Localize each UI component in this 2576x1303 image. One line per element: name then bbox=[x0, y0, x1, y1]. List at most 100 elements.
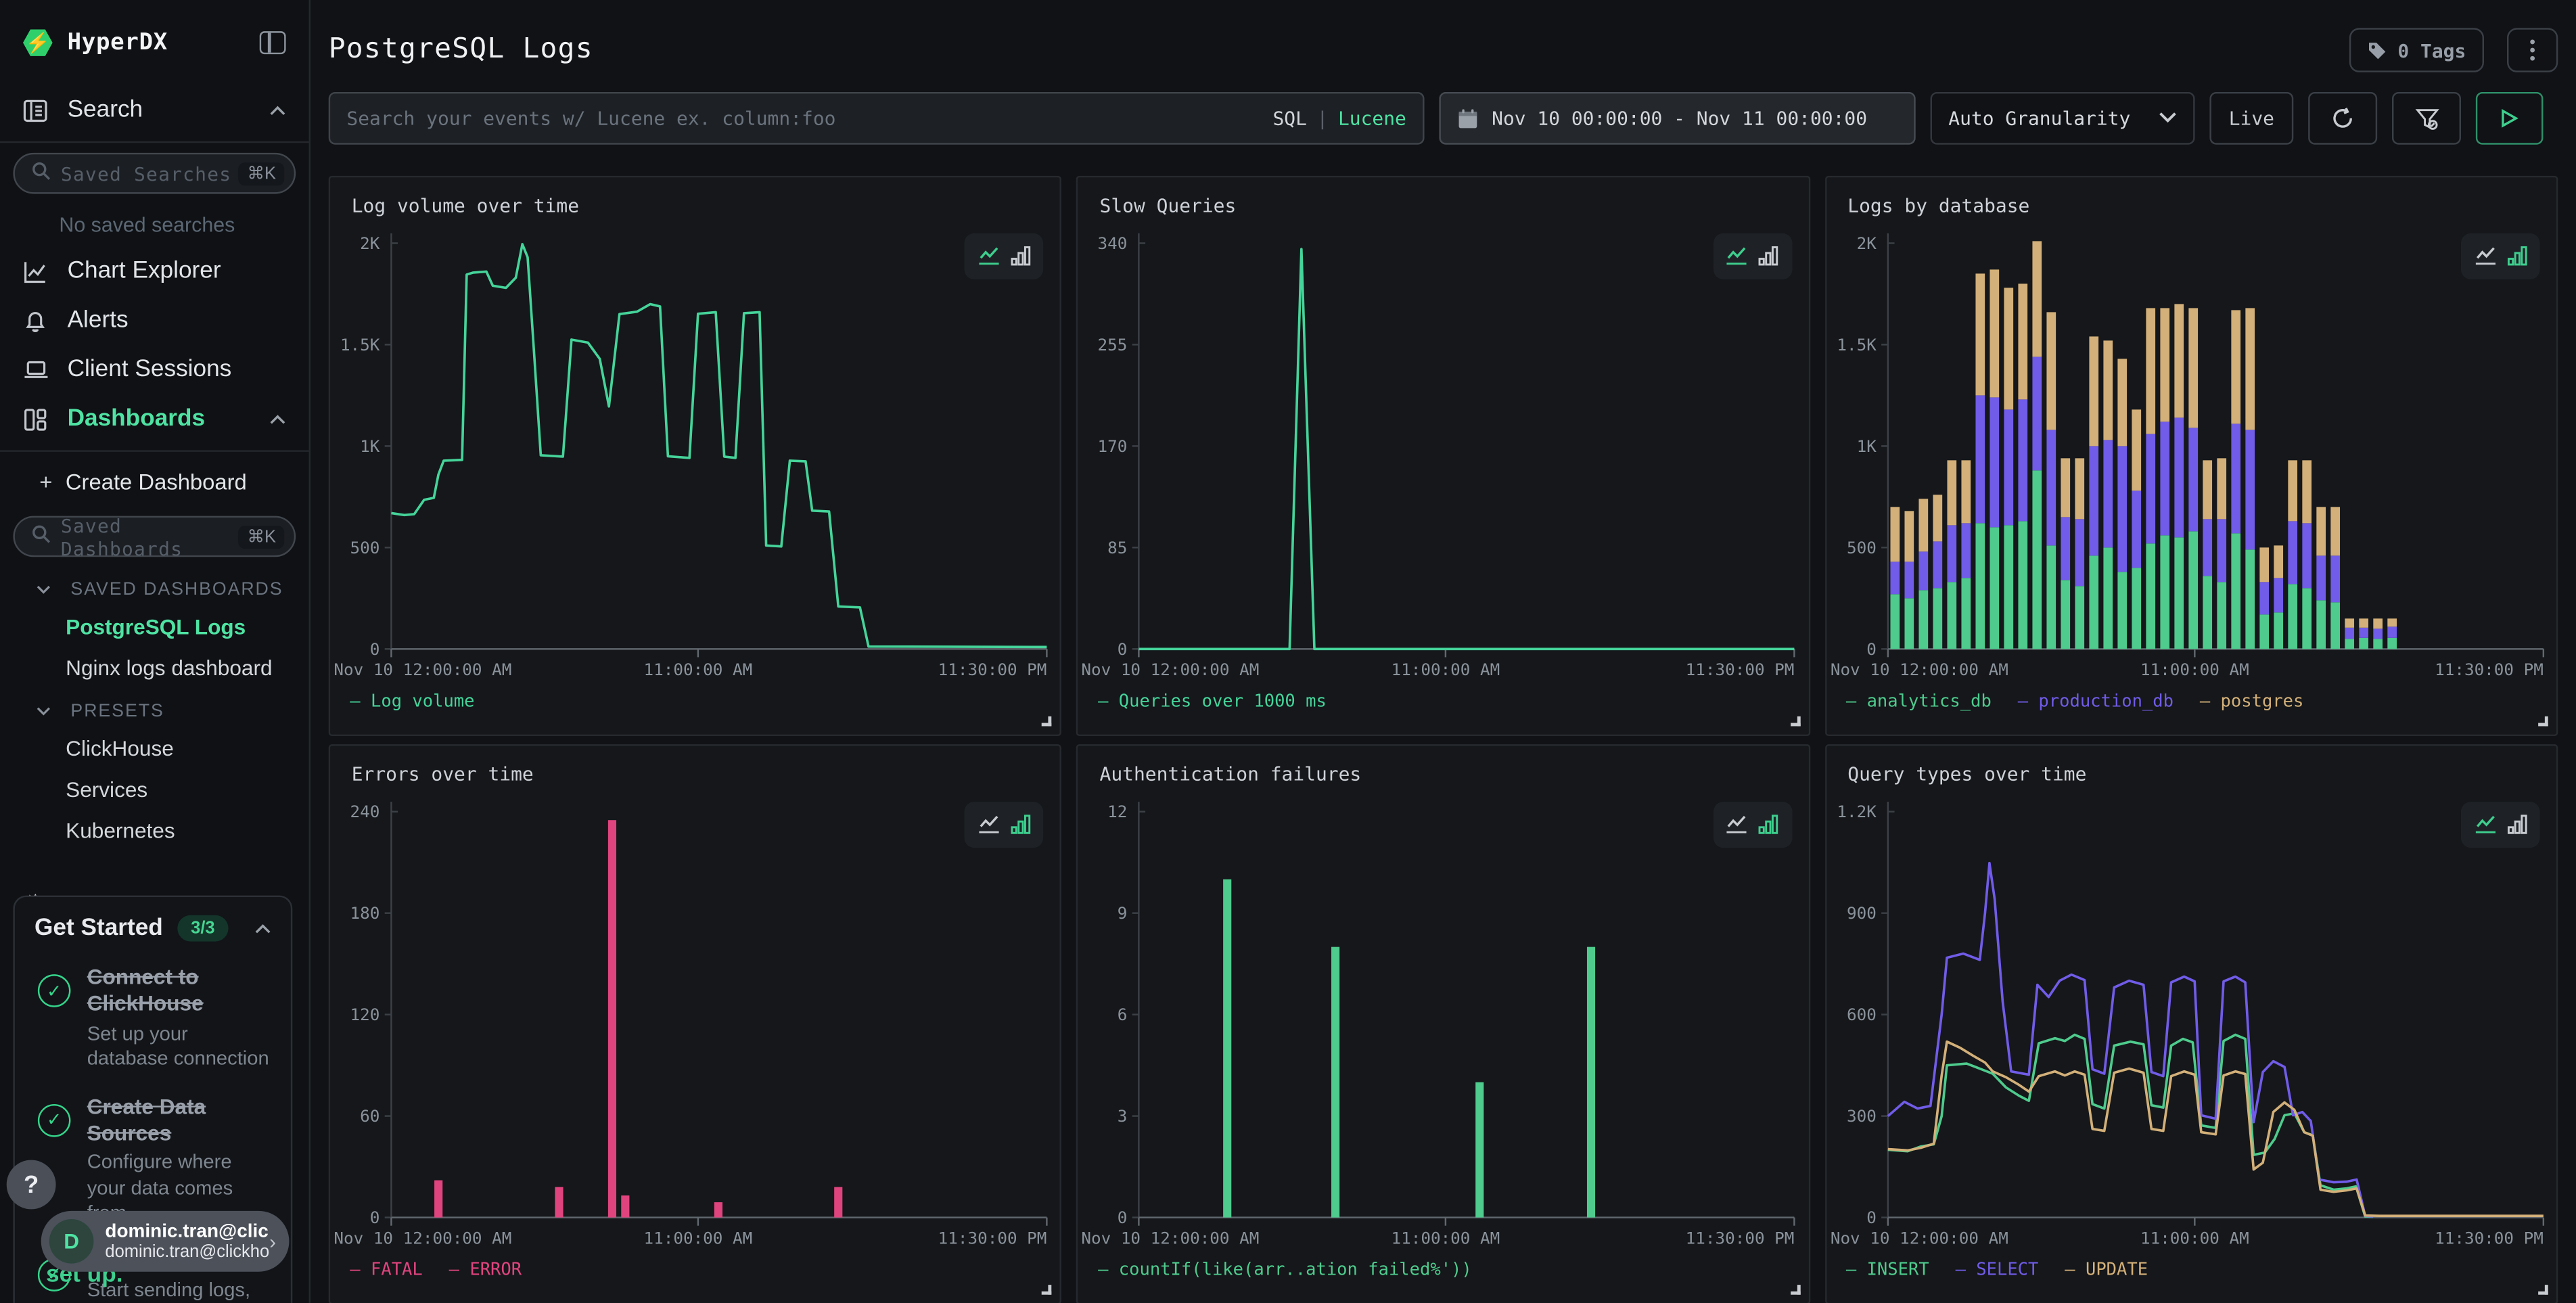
line-chart-icon[interactable] bbox=[978, 241, 1001, 272]
legend-item: — SELECT bbox=[1956, 1260, 2039, 1280]
panel-errors: Errors over time 240180120600Nov 10 12:0… bbox=[329, 744, 1062, 1303]
legend-item: — INSERT bbox=[1846, 1260, 1929, 1280]
plus-icon: + bbox=[39, 470, 52, 495]
tags-button[interactable]: 0 Tags bbox=[2350, 28, 2484, 72]
svg-text:0: 0 bbox=[1118, 639, 1128, 659]
chart-type-toggle[interactable] bbox=[2461, 802, 2540, 848]
live-button[interactable]: Live bbox=[2209, 92, 2293, 145]
panel-logs-by-database: Logs by database 2K1.5K1K5000Nov 10 12:0… bbox=[1824, 176, 2558, 736]
svg-text:255: 255 bbox=[1098, 335, 1128, 355]
chart-log-volume: 2K1.5K1K5000Nov 10 12:00:00 AM11:00:00 A… bbox=[330, 177, 1060, 734]
dashboard-grid: Log volume over time 2K1.5K1K5000Nov 10 … bbox=[329, 176, 2558, 1303]
preset-link-clickhouse[interactable]: ClickHouse bbox=[0, 728, 309, 769]
svg-text:300: 300 bbox=[1846, 1106, 1876, 1126]
bar-chart-icon[interactable] bbox=[1758, 241, 1780, 272]
line-chart-icon[interactable] bbox=[978, 809, 1001, 840]
no-saved-searches-text: No saved searches bbox=[0, 204, 309, 246]
sidebar-item-chart-explorer[interactable]: Chart Explorer bbox=[0, 246, 309, 296]
bar-chart-icon[interactable] bbox=[1010, 809, 1032, 840]
panel-title: Query types over time bbox=[1847, 762, 2086, 785]
resize-handle[interactable] bbox=[1790, 716, 1800, 727]
saved-dashboards-input[interactable]: Saved Dashboards ⌘K bbox=[13, 516, 296, 557]
saved-searches-input[interactable]: Saved Searches ⌘K bbox=[13, 153, 296, 194]
presets-section-header[interactable]: PRESETS bbox=[0, 689, 309, 728]
tag-icon bbox=[2368, 40, 2388, 60]
sidebar-item-client-sessions[interactable]: Client Sessions bbox=[0, 345, 309, 394]
filter-icon bbox=[2414, 106, 2439, 131]
svg-text:11:30:00 PM: 11:30:00 PM bbox=[2434, 660, 2543, 679]
svg-text:1K: 1K bbox=[360, 436, 380, 456]
panel-title: Slow Queries bbox=[1100, 194, 1237, 217]
check-circle-icon: ✓ bbox=[38, 974, 71, 1007]
chart-slow-queries: 340255170850Nov 10 12:00:00 AM11:00:00 A… bbox=[1078, 177, 1808, 734]
query-language-toggle[interactable]: SQL | Lucene bbox=[1272, 107, 1406, 130]
preset-link-kubernetes[interactable]: Kubernetes bbox=[0, 810, 309, 851]
sql-toggle[interactable]: SQL bbox=[1272, 107, 1306, 130]
resize-handle[interactable] bbox=[1790, 1285, 1800, 1295]
refresh-icon bbox=[2331, 107, 2354, 130]
event-search-input[interactable]: Search your events w/ Lucene ex. column:… bbox=[329, 92, 1425, 145]
chart-type-toggle[interactable] bbox=[1713, 233, 1792, 279]
bar-chart-icon[interactable] bbox=[2506, 809, 2528, 840]
svg-text:6: 6 bbox=[1118, 1005, 1128, 1024]
saved-dashboards-section-header[interactable]: SAVED DASHBOARDS bbox=[0, 567, 309, 606]
sidebar-item-dashboards[interactable]: Dashboards bbox=[0, 394, 309, 444]
chevron-up-icon[interactable] bbox=[269, 97, 285, 123]
line-chart-icon[interactable] bbox=[1725, 241, 1748, 272]
svg-text:1K: 1K bbox=[1856, 436, 1877, 456]
svg-text:11:00:00 AM: 11:00:00 AM bbox=[1392, 1228, 1500, 1248]
preset-link-services[interactable]: Services bbox=[0, 769, 309, 810]
sidebar-item-search[interactable]: Search bbox=[0, 85, 309, 135]
svg-text:1.2K: 1.2K bbox=[1837, 802, 1877, 821]
step-title: Connect to ClickHouse bbox=[87, 965, 271, 1018]
svg-text:2K: 2K bbox=[360, 233, 380, 253]
sidebar-item-alerts[interactable]: Alerts bbox=[0, 296, 309, 345]
saved-searches-placeholder: Saved Searches bbox=[61, 162, 231, 185]
hyperdx-logo-icon: ⚡ bbox=[23, 28, 53, 58]
line-chart-icon[interactable] bbox=[1725, 809, 1748, 840]
chevron-up-icon[interactable] bbox=[269, 406, 285, 432]
dashboard-link-nginx-logs[interactable]: Nginx logs dashboard bbox=[0, 647, 309, 689]
refresh-button[interactable] bbox=[2308, 92, 2377, 145]
run-query-button[interactable] bbox=[2476, 92, 2544, 145]
chart-type-toggle[interactable] bbox=[965, 233, 1044, 279]
date-range-picker[interactable]: Nov 10 00:00:00 - Nov 11 00:00:00 bbox=[1439, 92, 1915, 145]
get-started-step-connect[interactable]: ✓ Connect to ClickHouse Set up your data… bbox=[34, 965, 271, 1073]
chart-explorer-icon bbox=[23, 258, 51, 283]
resize-handle[interactable] bbox=[1042, 1285, 1053, 1295]
resize-handle[interactable] bbox=[2538, 1285, 2548, 1295]
help-button[interactable]: ? bbox=[7, 1160, 56, 1210]
sidebar-item-label: Client Sessions bbox=[68, 357, 232, 383]
svg-text:0: 0 bbox=[1866, 639, 1876, 659]
line-chart-icon[interactable] bbox=[2473, 241, 2496, 272]
kebab-menu-button[interactable] bbox=[2507, 28, 2558, 72]
sidebar-item-label: Dashboards bbox=[68, 406, 206, 432]
lucene-toggle[interactable]: Lucene bbox=[1338, 107, 1406, 130]
chart-type-toggle[interactable] bbox=[1713, 802, 1792, 848]
chevron-up-icon[interactable] bbox=[254, 913, 271, 943]
granularity-select[interactable]: Auto Granularity bbox=[1931, 92, 2195, 145]
legend-item: — Log volume bbox=[350, 691, 474, 711]
create-dashboard-button[interactable]: +Create Dashboard bbox=[0, 459, 309, 506]
chart-type-toggle[interactable] bbox=[965, 802, 1044, 848]
chart-type-toggle[interactable] bbox=[2461, 233, 2540, 279]
svg-text:11:00:00 AM: 11:00:00 AM bbox=[1392, 660, 1500, 679]
date-range-value: Nov 10 00:00:00 - Nov 11 00:00:00 bbox=[1492, 107, 1867, 130]
resize-handle[interactable] bbox=[2538, 716, 2548, 727]
sidebar-item-label: Search bbox=[68, 97, 143, 123]
filter-button[interactable] bbox=[2392, 92, 2461, 145]
svg-text:240: 240 bbox=[350, 802, 380, 821]
chart-auth-failures: 129630Nov 10 12:00:00 AM11:00:00 AM11:30… bbox=[1078, 746, 1808, 1303]
bar-chart-icon[interactable] bbox=[1758, 809, 1780, 840]
bar-chart-icon[interactable] bbox=[2506, 241, 2528, 272]
dashboard-link-postgresql-logs[interactable]: PostgreSQL Logs bbox=[0, 606, 309, 647]
legend: — analytics_db— production_db— postgres bbox=[1846, 691, 2304, 711]
get-started-step-sources[interactable]: ✓ Create Data Sources Configure where yo… bbox=[34, 1094, 271, 1227]
panel-title: Errors over time bbox=[352, 762, 534, 785]
account-chip[interactable]: D dominic.tran@clic... dominic.tran@clic… bbox=[41, 1211, 290, 1272]
resize-handle[interactable] bbox=[1042, 716, 1053, 727]
sidebar-collapse-icon[interactable] bbox=[260, 31, 286, 54]
chart-logs-by-database: 2K1.5K1K5000Nov 10 12:00:00 AM11:00:00 A… bbox=[1826, 177, 2556, 734]
bar-chart-icon[interactable] bbox=[1010, 241, 1032, 272]
line-chart-icon[interactable] bbox=[2473, 809, 2496, 840]
